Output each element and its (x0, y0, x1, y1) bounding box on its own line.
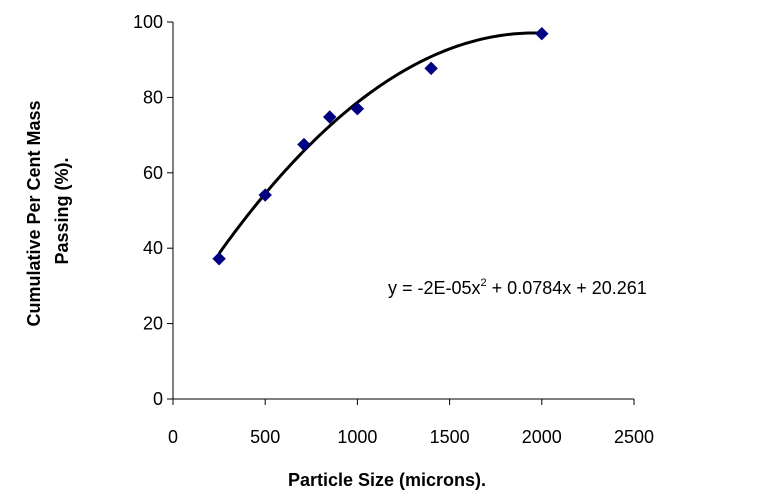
data-point-marker (212, 252, 226, 266)
y-tick-label: 40 (143, 238, 163, 258)
trendline-equation: y = -2E-05x2 + 0.0784x + 20.261 (388, 277, 647, 298)
y-tick-label: 100 (133, 12, 163, 32)
x-tick-label: 1000 (337, 427, 377, 447)
equation-prefix: y = -2E-05x (388, 278, 481, 298)
data-points (212, 26, 549, 266)
equation-exponent: 2 (481, 277, 487, 289)
x-tick-label: 1500 (430, 427, 470, 447)
data-point-marker (297, 137, 311, 152)
y-tick-label: 0 (153, 389, 163, 409)
data-point-marker (535, 26, 549, 41)
x-tick-label: 500 (250, 427, 280, 447)
axes (172, 22, 634, 400)
x-tick-label: 2500 (614, 427, 654, 447)
y-axis-title-line-2: Passing (%). (52, 157, 72, 264)
y-ticks: 0 20 40 60 80 100 (133, 12, 173, 409)
x-tick-label: 2000 (522, 427, 562, 447)
y-tick-label: 60 (143, 163, 163, 183)
data-point-marker (350, 102, 365, 116)
x-ticks: 0 500 1000 1500 2000 2500 (168, 399, 654, 447)
data-point-marker (258, 188, 272, 202)
y-tick-label: 80 (143, 87, 163, 107)
trendline (217, 31, 542, 255)
y-axis-title: Cumulative Per Cent Mass Passing (%). (24, 95, 72, 326)
y-axis-title-line-1: Cumulative Per Cent Mass (24, 100, 44, 326)
y-tick-label: 20 (143, 314, 163, 334)
data-point-marker (323, 110, 337, 124)
x-axis-title: Particle Size (microns). (288, 470, 486, 490)
data-point-marker (424, 61, 438, 76)
equation-suffix: + 0.0784x + 20.261 (487, 278, 647, 298)
x-tick-label: 0 (168, 427, 178, 447)
